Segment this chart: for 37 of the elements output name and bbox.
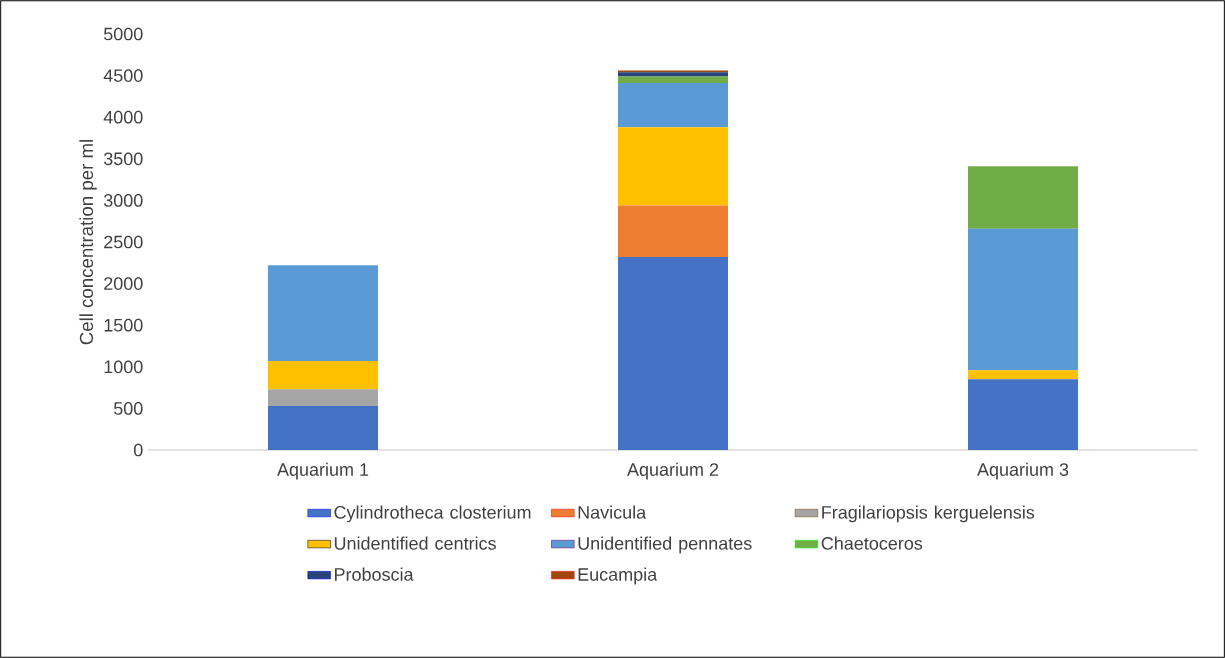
bar	[618, 83, 728, 128]
bar	[618, 205, 728, 257]
y-tick-label: 1500	[104, 318, 143, 332]
bar	[618, 256, 728, 450]
bar	[268, 360, 379, 390]
x-tick-label: Aquarium 1	[277, 462, 369, 480]
legend-label: Eucampia	[578, 567, 658, 585]
y-tick-label: 2000	[104, 277, 143, 290]
x-tick-label: Aquarium 3	[977, 462, 1069, 480]
legend-label: Cylindrotheca closterium	[334, 505, 531, 523]
y-tick-label: 0	[133, 443, 143, 457]
bar	[968, 379, 1079, 450]
y-tick-label: 1000	[104, 360, 143, 374]
y-tick-label: 3000	[103, 194, 143, 207]
y-tick-label: 4000	[103, 110, 143, 124]
legend-label: Fragilariopsis kerguelensis	[822, 505, 1035, 523]
y-tick-label: 5000	[103, 27, 143, 41]
legend-label: Unidentified centrics	[334, 536, 496, 550]
bar	[968, 166, 1079, 229]
bar	[268, 389, 379, 406]
y-tick-label: 3500	[103, 152, 143, 166]
bar	[268, 405, 379, 450]
y-tick-label: 500	[113, 402, 143, 415]
x-tick-label: Aquarium 2	[627, 462, 719, 480]
bar	[618, 72, 728, 77]
legend-label: Chaetoceros	[821, 536, 923, 550]
bar	[968, 370, 1079, 380]
y-axis-title: Cell concentration per ml	[79, 140, 97, 345]
legend-label: Navicula	[578, 505, 647, 519]
bar	[268, 265, 379, 361]
y-tick-label: 2500	[104, 235, 143, 249]
bar	[618, 76, 728, 84]
y-tick-label: 4500	[103, 69, 143, 82]
legend-label: Unidentified pennates	[578, 536, 752, 554]
legend-label: Proboscia	[335, 567, 414, 581]
bar	[968, 228, 1079, 371]
bar	[618, 127, 728, 206]
